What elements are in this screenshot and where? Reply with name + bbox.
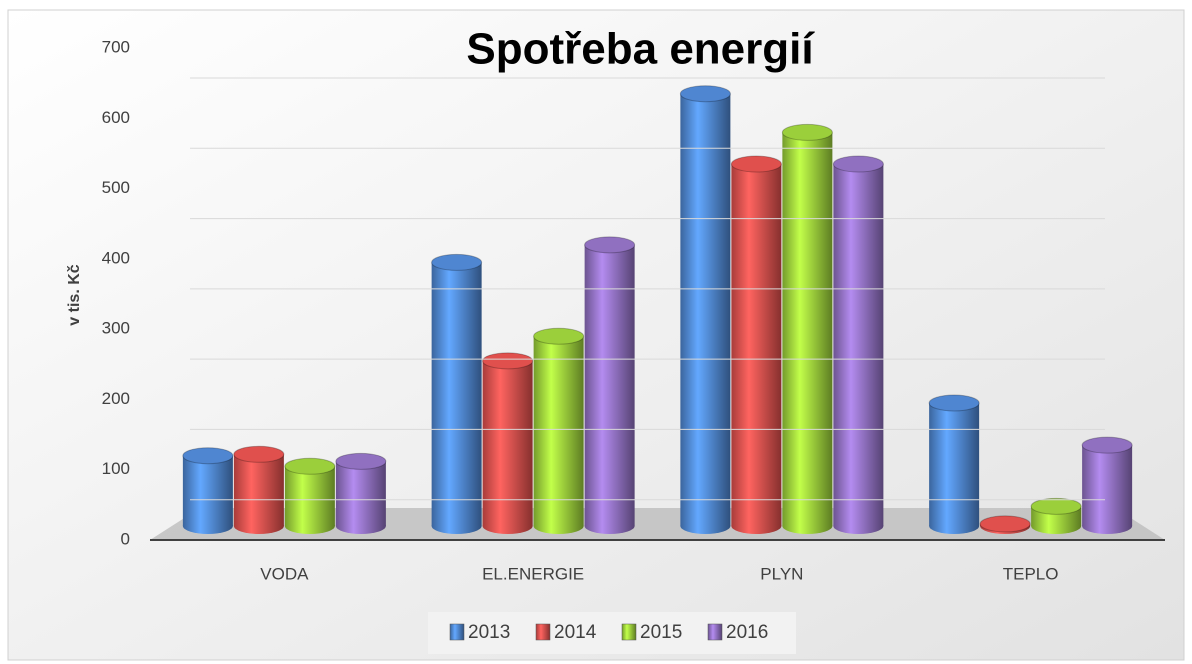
bar [680, 93, 731, 526]
bar-top [979, 515, 1031, 533]
bar-base [680, 518, 731, 534]
bar-top [584, 236, 636, 254]
bar [233, 454, 284, 526]
y-tick-label: 400 [102, 248, 130, 267]
plot [182, 85, 1133, 534]
bar-top [832, 155, 884, 173]
bar-top [335, 452, 387, 470]
bar-top [781, 123, 833, 141]
bar [182, 455, 233, 526]
bar [584, 244, 635, 526]
bar [731, 164, 782, 526]
bar [929, 403, 980, 526]
y-tick-label: 0 [121, 529, 130, 548]
bar-base [482, 518, 533, 534]
legend-label: 2015 [640, 622, 682, 643]
bar [284, 466, 335, 526]
chart-title: Spotřeba energií [466, 25, 815, 74]
bar [1082, 445, 1133, 526]
legend-label: 2016 [726, 622, 768, 643]
bar-top [482, 352, 534, 370]
bar [533, 336, 584, 526]
bar-base [584, 518, 635, 534]
y-tick-label: 200 [102, 389, 130, 408]
bar-base [284, 518, 335, 534]
bar-top [679, 85, 731, 103]
bar-base [431, 518, 482, 534]
bar-base [929, 518, 980, 534]
legend-label: 2014 [554, 622, 597, 643]
bar-base [1031, 518, 1082, 534]
bar-top [284, 457, 336, 475]
bar-top [928, 394, 980, 412]
x-tick-label: VODA [260, 564, 309, 583]
bar-base [731, 518, 782, 534]
bar [482, 360, 533, 526]
floor [150, 508, 1165, 540]
y-axis-label: v tis. Kč [66, 264, 83, 325]
legend-swatch [535, 623, 551, 641]
bar-top [1081, 436, 1133, 454]
legend-swatch [707, 623, 723, 641]
bar [335, 461, 386, 526]
y-tick-label: 600 [102, 108, 130, 127]
y-tick-label: 300 [102, 319, 130, 338]
y-tick-label: 500 [102, 178, 130, 197]
bar [782, 132, 833, 526]
bar-base [233, 518, 284, 534]
legend-label: 2013 [468, 622, 510, 643]
bar-top [431, 253, 483, 271]
bar [833, 164, 884, 526]
bar-top [730, 155, 782, 173]
y-tick-label: 700 [102, 37, 130, 56]
y-tick-label: 100 [102, 459, 130, 478]
bar-base [782, 518, 833, 534]
legend-box [428, 612, 796, 654]
bar-base [335, 518, 386, 534]
bar-top [182, 447, 234, 465]
bar-top [233, 445, 285, 463]
x-tick-label: EL.ENERGIE [482, 564, 584, 583]
bar-top [533, 327, 585, 345]
legend-swatch [621, 623, 637, 641]
bar-base [182, 518, 233, 534]
bar-base [833, 518, 884, 534]
legend-swatch [449, 623, 465, 641]
bar-base [533, 518, 584, 534]
x-tick-label: PLYN [760, 564, 803, 583]
x-tick-label: TEPLO [1003, 564, 1059, 583]
bar-base [1082, 518, 1133, 534]
bar-top [1030, 497, 1082, 515]
bar [431, 262, 482, 526]
